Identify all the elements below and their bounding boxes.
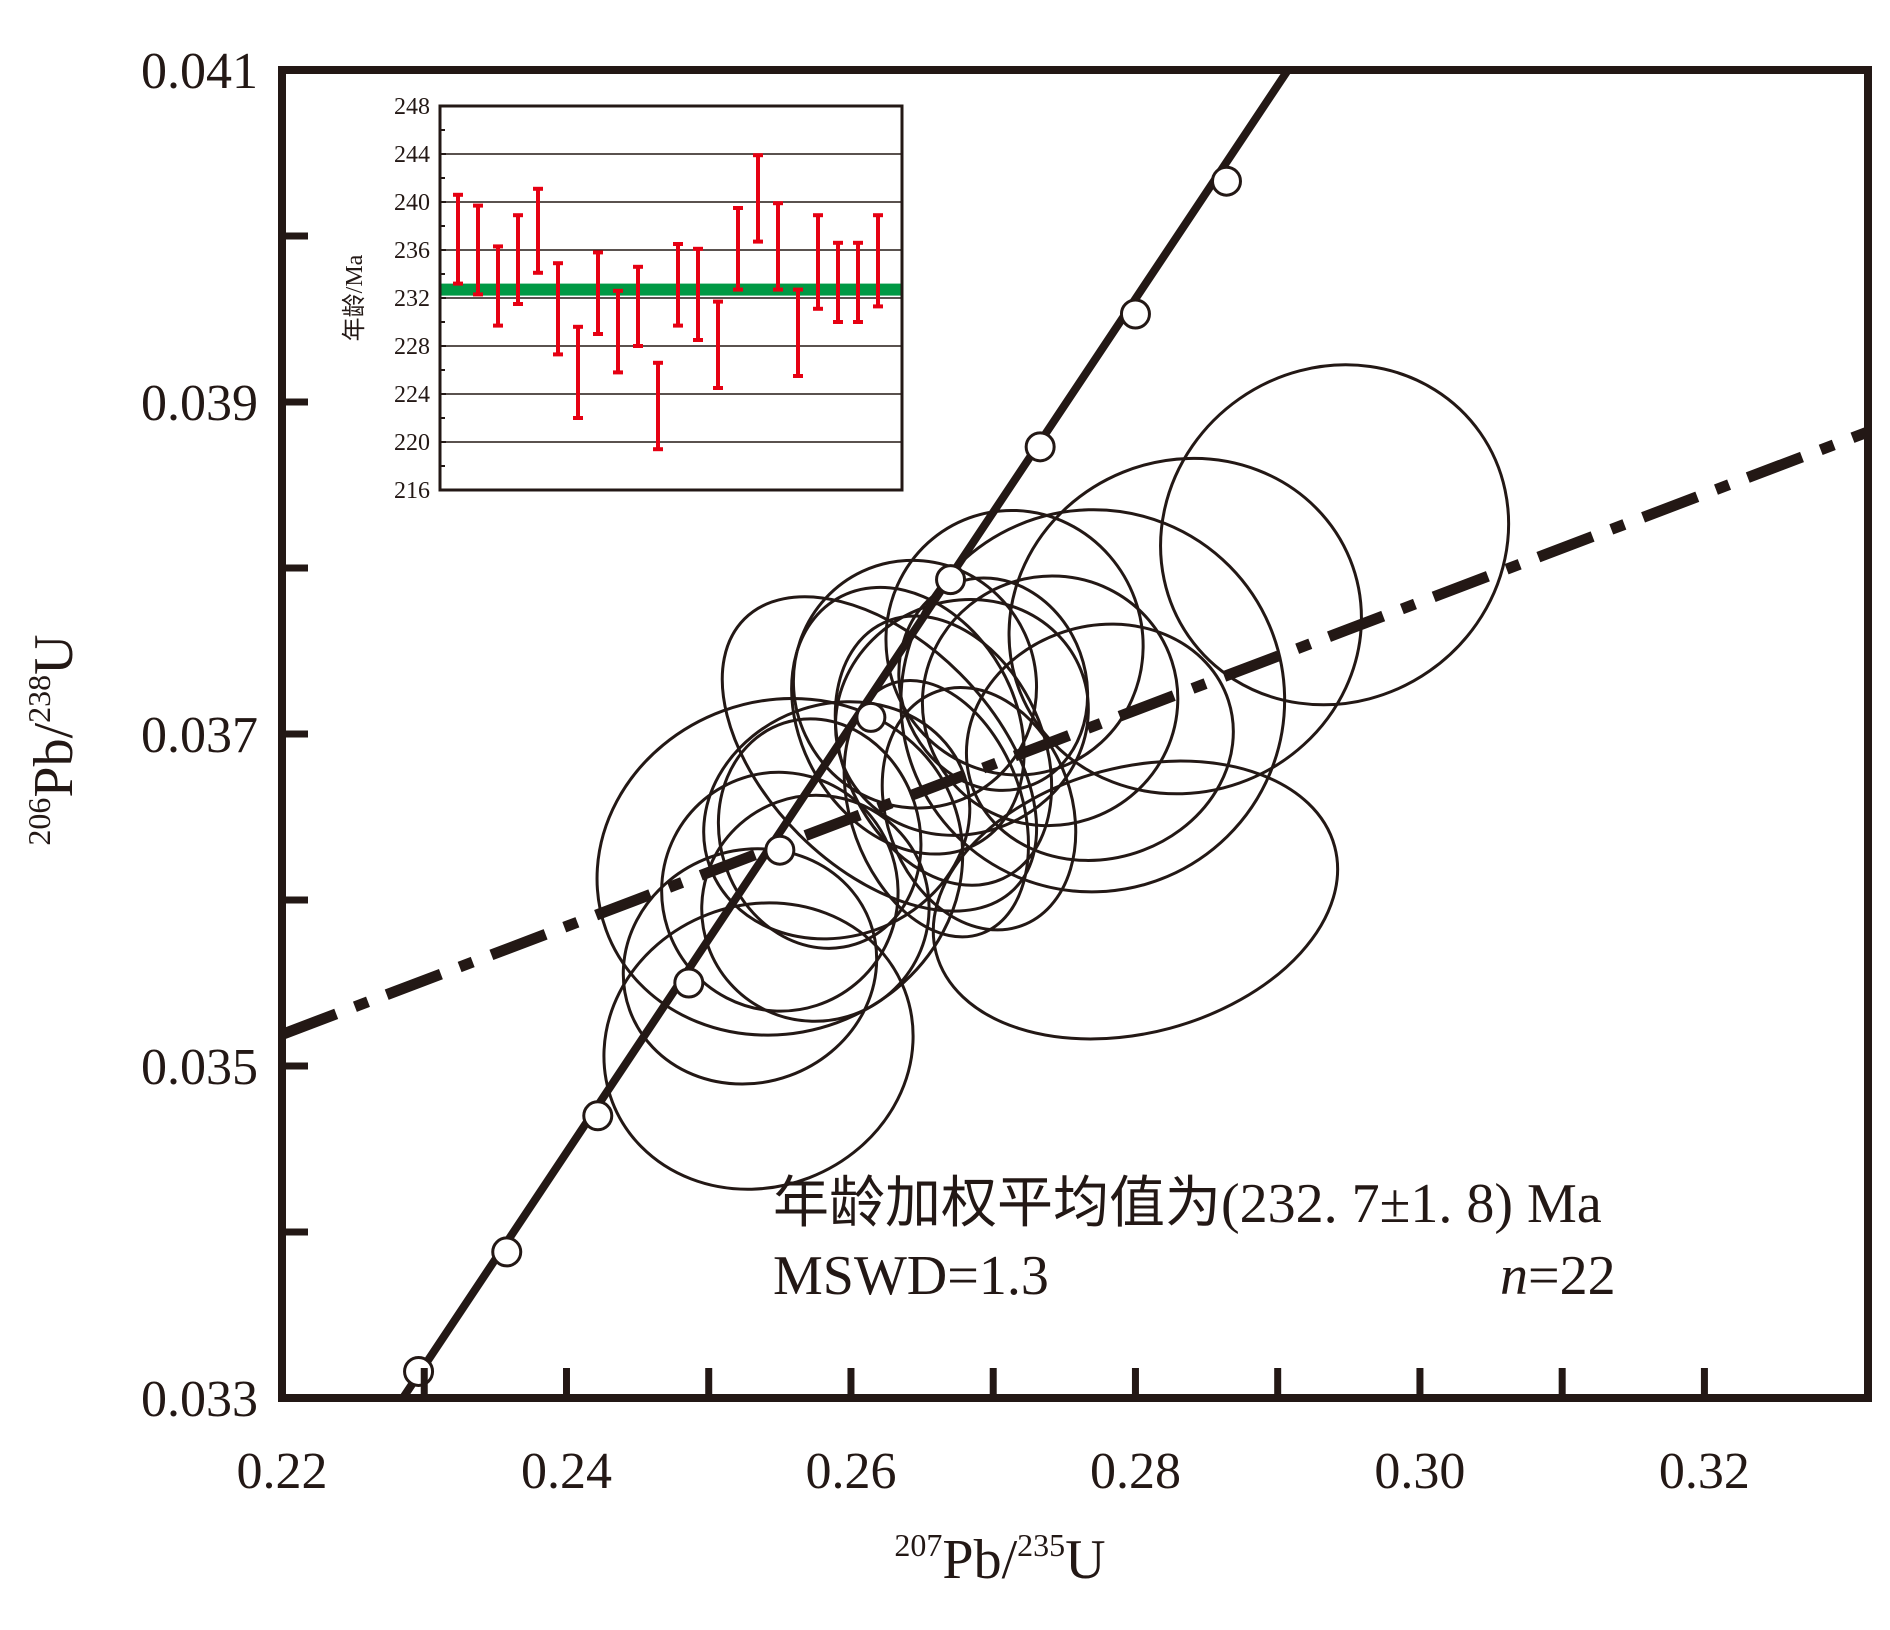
error-ellipse xyxy=(920,574,1180,828)
error-ellipse xyxy=(602,901,915,1191)
inset-tick-label: 240 xyxy=(394,190,430,216)
inset-tick-label: 236 xyxy=(394,238,430,264)
inset-error-bar xyxy=(773,201,783,292)
inset-error-bar xyxy=(453,192,463,286)
x-tick-label: 0.28 xyxy=(1090,1443,1181,1500)
inset-error-bar xyxy=(853,240,863,324)
error-ellipses xyxy=(595,363,1511,1191)
y-tick-label: 0.033 xyxy=(141,1371,258,1428)
inset-error-bar xyxy=(753,153,763,244)
y-tick-label: 0.037 xyxy=(141,707,258,764)
inset-tick-label: 224 xyxy=(394,382,430,408)
error-ellipse xyxy=(842,679,1030,939)
concordia-age-marker xyxy=(764,834,796,866)
x-axis-title: 207Pb/235U xyxy=(894,1527,1105,1591)
concordia-age-marker xyxy=(673,967,705,999)
inset-tick-label: 248 xyxy=(394,94,430,120)
error-ellipse xyxy=(884,508,1145,777)
error-ellipse xyxy=(621,847,879,1086)
concordia-curve xyxy=(399,70,1293,1398)
weighted-mean-band xyxy=(441,283,901,296)
inset-error-bar xyxy=(553,261,563,357)
inset-error-bar xyxy=(533,186,543,275)
error-ellipse xyxy=(1159,363,1511,707)
inset-error-bar xyxy=(673,242,683,328)
error-ellipse xyxy=(964,622,1235,862)
inset-tick-label: 232 xyxy=(394,286,430,312)
x-tick-label: 0.30 xyxy=(1374,1443,1465,1500)
concordia-age-marker xyxy=(582,1100,614,1132)
inset-error-bar xyxy=(693,246,703,342)
inset-error-bar xyxy=(573,324,583,420)
inset-error-bar xyxy=(613,288,623,375)
n-annotation: n=22 xyxy=(1500,1245,1616,1307)
y-axis-ticks: 0.033 0.035 0.037 0.039 0.041 xyxy=(141,43,308,1428)
inset-tick-label: 244 xyxy=(394,142,430,168)
x-tick-label: 0.32 xyxy=(1659,1443,1750,1500)
inset-error-bar xyxy=(713,299,723,390)
concordia-age-marker xyxy=(403,1355,435,1387)
concordia-age-marker xyxy=(935,564,967,596)
concordia-markers xyxy=(403,165,1242,1387)
weighted-mean-inset: 248 244 240 236 232 228 224 220 216 年龄/Ma xyxy=(341,94,904,504)
inset-y-ticks: 248 244 240 236 232 228 224 220 216 xyxy=(394,94,446,504)
inset-error-bar xyxy=(833,240,843,324)
inset-error-bars xyxy=(453,153,883,452)
error-ellipse xyxy=(595,696,965,1037)
error-ellipse xyxy=(833,614,1054,887)
x-tick-label: 0.24 xyxy=(521,1443,612,1500)
x-tick-label: 0.26 xyxy=(805,1443,896,1500)
concordia-age-marker xyxy=(1210,165,1242,197)
y-tick-label: 0.041 xyxy=(141,43,258,100)
inset-error-bar xyxy=(813,213,823,311)
mswd-annotation: MSWD=1.3 xyxy=(773,1245,1049,1307)
error-ellipse xyxy=(1007,456,1363,796)
y-tick-label: 0.039 xyxy=(141,375,258,432)
error-ellipse xyxy=(899,508,1287,894)
lines-layer xyxy=(282,70,1868,1398)
inset-error-bar xyxy=(793,287,803,378)
inset-tick-label: 228 xyxy=(394,334,430,360)
inset-error-bar xyxy=(493,244,503,328)
inset-y-title: 年龄/Ma xyxy=(341,254,368,341)
inset-error-bar xyxy=(653,360,663,452)
concordia-age-marker xyxy=(1024,431,1056,463)
inset-error-bar xyxy=(873,213,883,309)
inset-error-bar xyxy=(473,203,483,297)
concordia-age-marker xyxy=(1119,298,1151,330)
error-ellipse xyxy=(931,759,1340,1041)
error-ellipse xyxy=(880,686,1078,932)
x-tick-label: 0.22 xyxy=(237,1443,328,1500)
concordia-age-marker xyxy=(491,1236,523,1268)
x-axis-ticks: 0.22 0.24 0.26 0.28 0.30 0.32 xyxy=(237,1368,1750,1500)
error-ellipse xyxy=(660,770,900,1013)
inset-error-bar xyxy=(633,264,643,348)
discordia-line xyxy=(282,426,1868,1040)
concordia-age-marker xyxy=(855,701,887,733)
y-tick-label: 0.035 xyxy=(141,1039,258,1096)
inset-tick-label: 216 xyxy=(394,478,430,504)
weighted-mean-annotation: 年龄加权平均值为(232. 7±1. 8) Ma xyxy=(773,1173,1602,1235)
inset-error-bar xyxy=(513,213,523,306)
inset-error-bar xyxy=(733,206,743,292)
inset-error-bar xyxy=(593,250,603,336)
inset-tick-label: 220 xyxy=(394,430,430,456)
y-axis-title: 206Pb/238U xyxy=(21,634,85,845)
error-ellipse xyxy=(720,595,1039,913)
